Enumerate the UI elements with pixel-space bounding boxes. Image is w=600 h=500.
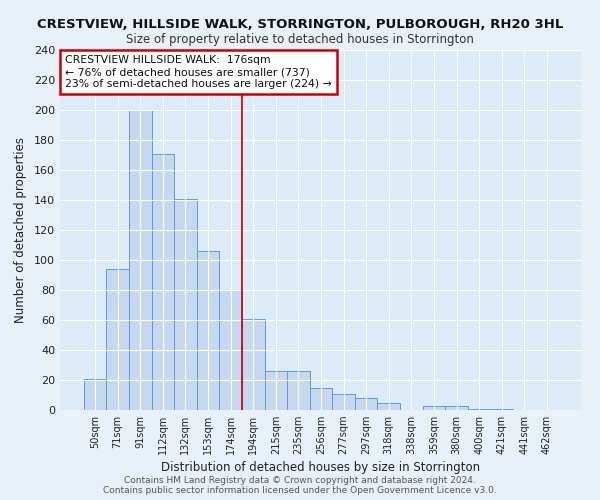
- X-axis label: Distribution of detached houses by size in Storrington: Distribution of detached houses by size …: [161, 462, 481, 474]
- Bar: [129, 110, 152, 410]
- Bar: [287, 371, 310, 410]
- Bar: [84, 378, 106, 410]
- Bar: [174, 198, 197, 410]
- Text: Contains HM Land Registry data © Crown copyright and database right 2024.: Contains HM Land Registry data © Crown c…: [124, 476, 476, 485]
- Bar: [106, 269, 129, 410]
- Bar: [377, 402, 400, 410]
- Bar: [355, 398, 377, 410]
- Bar: [310, 388, 332, 410]
- Bar: [422, 406, 445, 410]
- Bar: [197, 251, 220, 410]
- Bar: [152, 154, 174, 410]
- Bar: [332, 394, 355, 410]
- Bar: [265, 371, 287, 410]
- Bar: [220, 290, 242, 410]
- Bar: [242, 318, 265, 410]
- Text: CRESTVIEW, HILLSIDE WALK, STORRINGTON, PULBOROUGH, RH20 3HL: CRESTVIEW, HILLSIDE WALK, STORRINGTON, P…: [37, 18, 563, 30]
- Text: Size of property relative to detached houses in Storrington: Size of property relative to detached ho…: [126, 32, 474, 46]
- Text: Contains public sector information licensed under the Open Government Licence v3: Contains public sector information licen…: [103, 486, 497, 495]
- Y-axis label: Number of detached properties: Number of detached properties: [14, 137, 27, 323]
- Text: CRESTVIEW HILLSIDE WALK:  176sqm
← 76% of detached houses are smaller (737)
23% : CRESTVIEW HILLSIDE WALK: 176sqm ← 76% of…: [65, 56, 332, 88]
- Bar: [490, 408, 513, 410]
- Bar: [445, 406, 468, 410]
- Bar: [468, 408, 490, 410]
